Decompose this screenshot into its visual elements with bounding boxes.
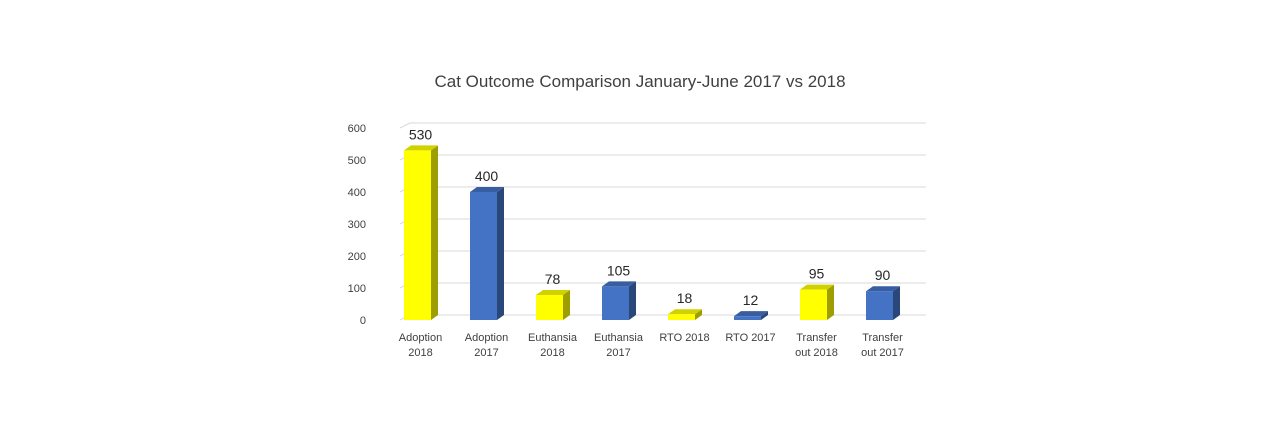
bar-front [602, 286, 629, 320]
bar [734, 311, 768, 320]
y-tick-label: 0 [360, 315, 366, 327]
bar-top [800, 284, 834, 290]
y-tick-label: 200 [348, 251, 366, 263]
x-category-label: Adoption 2017 [465, 332, 508, 359]
bar-top [404, 145, 438, 151]
bar [668, 309, 702, 320]
y-tick-label: 300 [348, 219, 366, 231]
bar-front [404, 150, 431, 320]
x-category-label: Euthansia 2018 [528, 332, 578, 359]
bar-top [536, 290, 570, 296]
bar-side [431, 145, 438, 320]
bar [866, 286, 900, 320]
bar-side [695, 309, 702, 320]
bar [404, 145, 438, 320]
bar-side [563, 290, 570, 320]
x-category-label: Adoption 2018 [399, 332, 442, 359]
bar-side [827, 284, 834, 320]
bar [470, 187, 504, 320]
bar-side [629, 281, 636, 320]
data-label: 90 [875, 267, 891, 283]
bar-top [668, 309, 702, 315]
y-tick-label: 600 [348, 123, 366, 135]
bar-side [761, 311, 768, 320]
bar-front [734, 316, 761, 320]
data-label: 12 [743, 292, 759, 308]
chart-title: Cat Outcome Comparison January-June 2017… [434, 72, 845, 91]
bar-front [536, 295, 563, 320]
data-label: 105 [607, 262, 631, 278]
data-label: 18 [677, 290, 693, 306]
y-tick-label: 100 [348, 283, 366, 295]
x-category-label: Transfer out 2017 [861, 332, 904, 359]
bar-top [470, 187, 504, 192]
data-label: 400 [475, 168, 499, 184]
x-category-label: RTO 2018 [659, 332, 709, 344]
bar-front [668, 314, 695, 320]
gridline-side-600 [399, 122, 411, 129]
bar [536, 290, 570, 320]
data-label: 530 [409, 126, 433, 142]
bar-top [734, 311, 768, 317]
data-labels: 530 400 78 105 18 12 95 90 [409, 126, 891, 308]
y-tick-label: 400 [348, 187, 366, 199]
data-label: 95 [809, 266, 825, 282]
bar [602, 281, 636, 320]
x-category-label: Transfer out 2018 [795, 332, 838, 359]
bar [800, 284, 834, 320]
x-category-label: Euthansia 2017 [594, 332, 644, 359]
x-category-label: RTO 2017 [725, 332, 775, 344]
bar-front [470, 192, 497, 320]
bar-side [893, 286, 900, 320]
bar-front [866, 291, 893, 320]
bar-top [866, 286, 900, 292]
y-axis-ticks: 0 100 200 300 400 500 600 [348, 123, 366, 327]
y-tick-label: 500 [348, 155, 366, 167]
data-label: 78 [545, 271, 561, 287]
bar-front [800, 289, 827, 320]
bar-side [497, 187, 504, 320]
x-axis-categories: Adoption 2018 Adoption 2017 Euthansia 2018 Eut… [399, 332, 904, 359]
bars [404, 145, 900, 320]
bar-top [602, 281, 636, 287]
